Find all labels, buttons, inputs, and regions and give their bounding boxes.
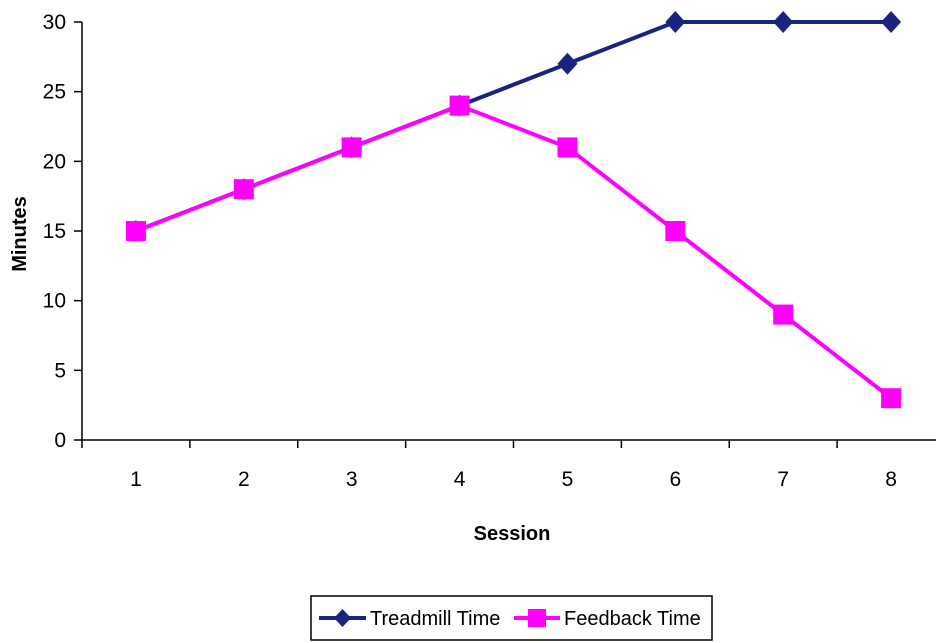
y-tick-label: 10: [43, 290, 66, 313]
legend-marker-treadmill: [334, 609, 351, 627]
legend-marker-feedback: [528, 609, 546, 627]
y-tick-label: 15: [43, 220, 66, 243]
legend-box: [310, 595, 713, 641]
point-feedback-time: [881, 388, 902, 409]
point-treadmill-time: [773, 11, 794, 33]
y-tick-label: 5: [54, 359, 66, 382]
x-tick-label: 7: [777, 468, 789, 491]
x-tick-label: 8: [885, 468, 897, 491]
y-tick-label: 30: [43, 11, 66, 34]
x-tick-label: 5: [562, 468, 574, 491]
y-tick-label: 0: [54, 429, 66, 452]
point-treadmill-time: [665, 11, 686, 33]
x-axis-ticks: 1 2 3 4 5 6 7 8: [81, 440, 897, 491]
point-feedback-time: [449, 95, 470, 116]
legend-label-feedback: Feedback Time: [564, 608, 701, 630]
point-feedback-time: [125, 221, 146, 241]
series-line-feedback-time: [135, 103, 893, 400]
x-tick-label: 6: [669, 468, 681, 491]
x-tick-label: 3: [346, 468, 358, 491]
legend: Treadmill Time Feedback Time: [310, 595, 713, 641]
point-treadmill-time: [557, 52, 578, 75]
point-feedback-time: [773, 304, 794, 325]
x-tick-label: 2: [238, 468, 250, 491]
x-tick-label: 4: [454, 468, 466, 491]
point-feedback-time: [557, 137, 578, 158]
y-tick-label: 20: [43, 150, 66, 173]
y-axis-title: Minutes: [9, 196, 31, 272]
series-layer: [125, 11, 902, 409]
point-feedback-time: [233, 179, 254, 200]
point-feedback-time: [341, 137, 362, 158]
point-feedback-time: [665, 221, 686, 241]
point-treadmill-time: [881, 11, 902, 33]
y-tick-label: 25: [43, 81, 66, 104]
y-axis-ticks: 0 5 10 15 20 25 30: [43, 11, 82, 452]
x-tick-label: 1: [130, 468, 142, 491]
x-axis-title: Session: [474, 523, 551, 545]
legend-label-treadmill: Treadmill Time: [370, 608, 500, 630]
